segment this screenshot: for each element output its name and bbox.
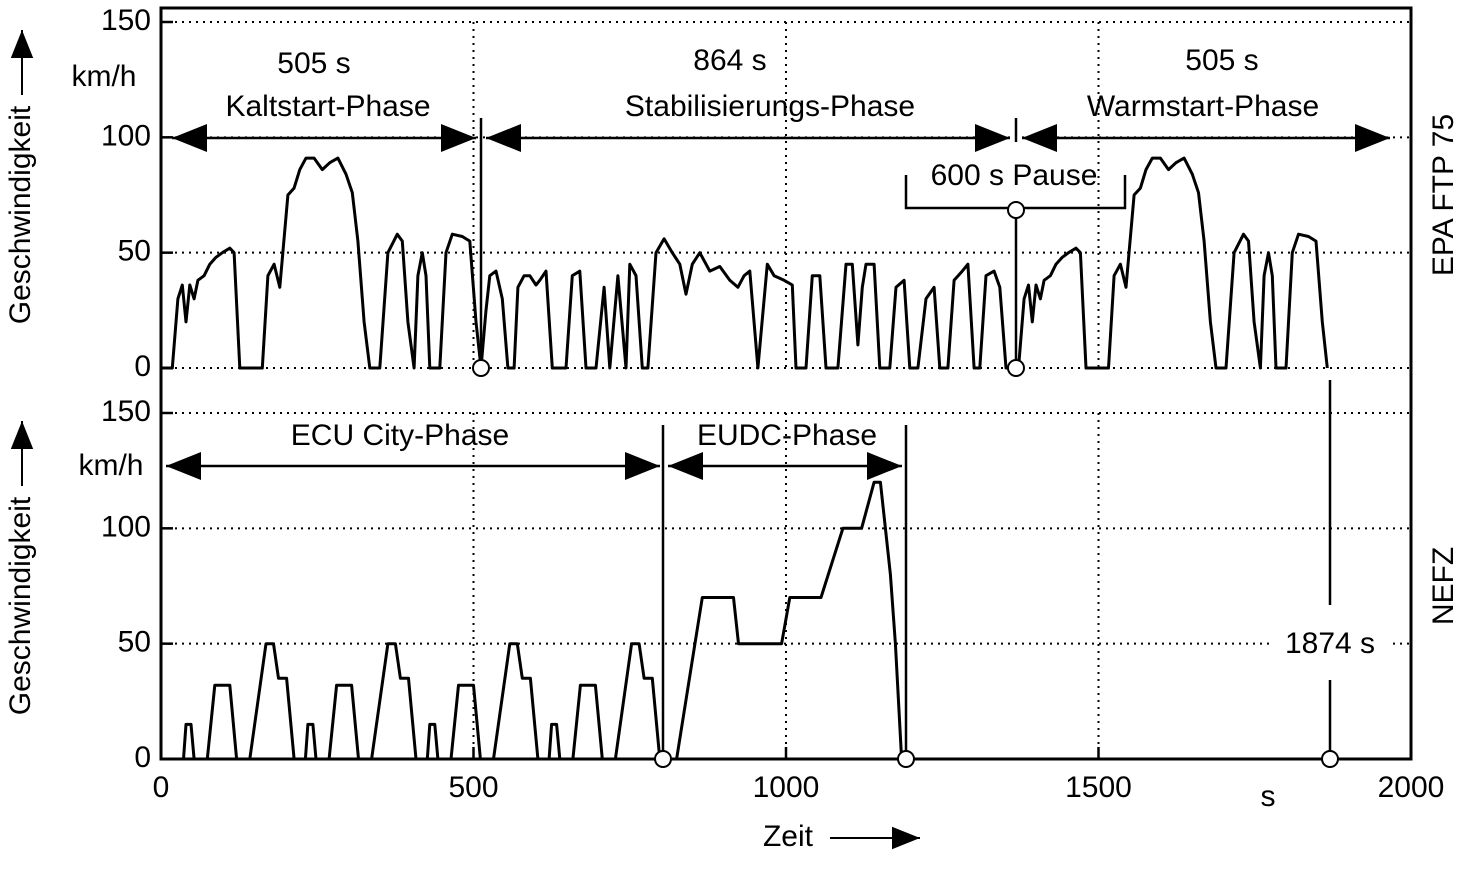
x-tick-label: 500 [448, 771, 498, 804]
speed-line [161, 480, 904, 761]
annotation: Stabilisierungs-Phase [625, 90, 915, 123]
annotation: 505 s [1185, 44, 1258, 77]
marker-circle [1007, 201, 1025, 219]
marker-circle [1321, 750, 1339, 768]
y-tick-label: 50 [118, 235, 151, 268]
y-unit: km/h [78, 449, 143, 482]
y-tick-label: 0 [134, 350, 151, 383]
y-tick-label: 50 [118, 626, 151, 659]
x-unit: s [1261, 780, 1276, 813]
annotation: 1874 s [1285, 627, 1375, 660]
annotation: 505 s [277, 47, 350, 80]
x-tick-label: 0 [153, 771, 170, 804]
marker-circle [897, 750, 915, 768]
annotation: Kaltstart-Phase [225, 90, 430, 123]
speed-line [161, 156, 1329, 370]
x-tick-label: 1500 [1065, 771, 1132, 804]
y-tick-label: 150 [101, 4, 151, 37]
y-axis-label: Geschwindigkeit [4, 496, 37, 715]
x-axis-label: Zeit [763, 820, 814, 853]
side-label: EPA FTP 75 [1427, 114, 1460, 276]
x-tick-label: 1000 [753, 771, 820, 804]
annotation: 864 s [693, 44, 766, 77]
annotation: EUDC-Phase [697, 419, 877, 452]
annotation: 600 s Pause [931, 159, 1098, 192]
y-unit: km/h [71, 60, 136, 93]
marker-circle [654, 750, 672, 768]
marker-circle [1007, 359, 1025, 377]
annotation: Warmstart-Phase [1087, 90, 1319, 123]
y-axis-label: Geschwindigkeit [4, 105, 37, 324]
label-bg [1272, 625, 1390, 665]
annotation: ECU City-Phase [291, 419, 509, 452]
y-tick-label: 0 [134, 741, 151, 774]
y-tick-label: 100 [101, 510, 151, 543]
y-tick-label: 100 [101, 119, 151, 152]
x-tick-label: 2000 [1378, 771, 1445, 804]
side-label: NEFZ [1427, 547, 1460, 625]
marker-circle [472, 359, 490, 377]
y-tick-label: 150 [101, 395, 151, 428]
